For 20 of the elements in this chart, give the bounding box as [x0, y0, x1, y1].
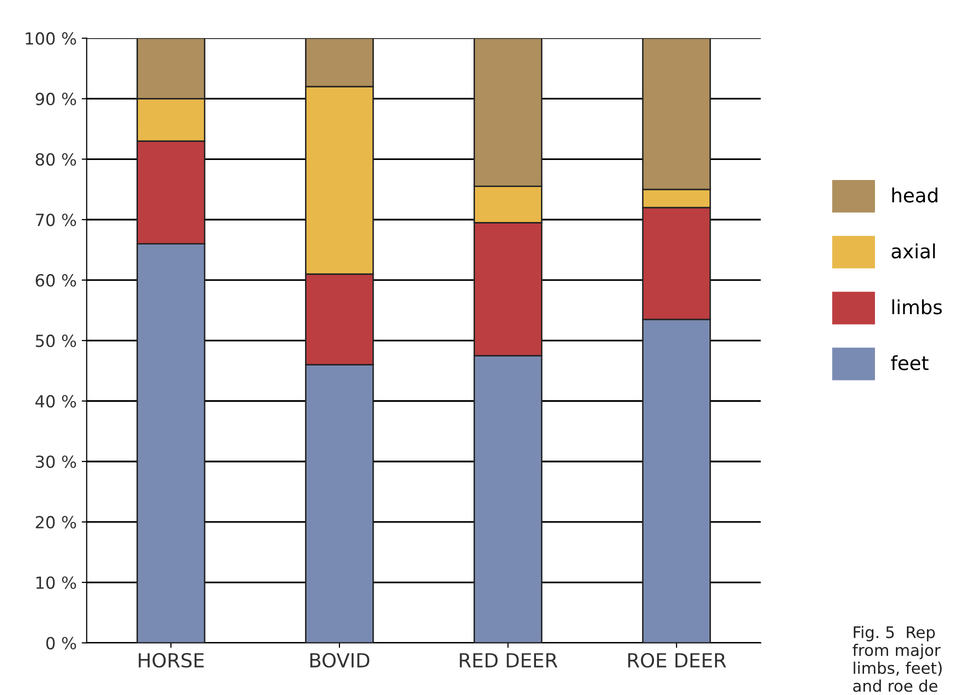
y-tick-label: 60 % [36, 274, 76, 287]
legend-label: limbs [892, 299, 942, 314]
x-tick-label: BOVID [310, 652, 370, 668]
x-tick-label: HORSE [138, 652, 204, 668]
y-tick-label: 20 % [36, 516, 76, 529]
y-tick-label: 50 % [36, 334, 76, 348]
legend-label: head [892, 188, 938, 203]
legend-label: feet [890, 355, 928, 370]
y-tick-label: 90 % [36, 92, 76, 106]
y-tick-label: 30 % [36, 455, 76, 468]
y-tick-label: 80 % [36, 153, 76, 166]
caption: Fig. 5 Rep from major limbs, feet) and roe de [852, 626, 942, 692]
legend-label: axial [892, 243, 935, 258]
y-tick-label: 70 % [36, 214, 76, 226]
y-tick-label: 40 % [35, 394, 76, 408]
y-tick-label: 10 % [36, 576, 76, 589]
y-tick-label: 100 % [26, 32, 76, 45]
y-tick-label: 0 % [46, 636, 76, 650]
x-tick-label: ROE DEER [628, 652, 726, 668]
x-tick-label: RED DEER [460, 653, 558, 668]
